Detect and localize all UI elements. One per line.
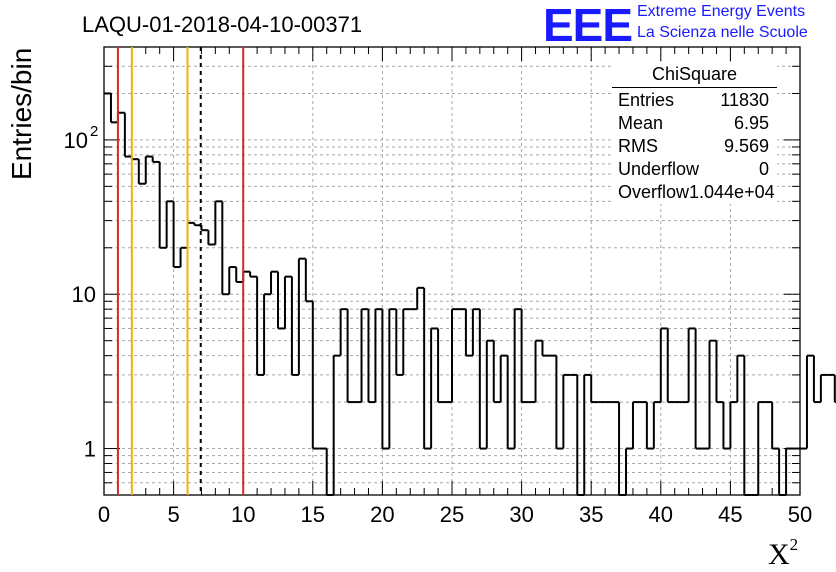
- x-tick-label: 30: [509, 502, 533, 527]
- logo-line-2: La Scienza nelle Scuole: [637, 24, 808, 41]
- stats-value: 9.569: [723, 136, 769, 156]
- stats-row-underflow: Underflow 0: [612, 158, 777, 181]
- y-tick-label: 10: [72, 282, 96, 307]
- x-tick-label: 5: [167, 502, 179, 527]
- eee-logo: EEE: [543, 0, 633, 51]
- x-tick-label: 25: [440, 502, 464, 527]
- y-tick-label: 10: [64, 128, 88, 153]
- histogram-bins: [104, 92, 836, 496]
- x-tick-label: 0: [98, 502, 110, 527]
- x-tick-label: 15: [301, 502, 325, 527]
- x-tick-label: 50: [788, 502, 812, 527]
- stats-value: 6.95: [733, 113, 769, 133]
- stats-value: 11830: [720, 90, 769, 110]
- y-axis-label: Entries/bin: [6, 47, 37, 180]
- y-tick-label: 1: [84, 437, 96, 462]
- x-tick-label: 45: [718, 502, 742, 527]
- histogram-title: LAQU-01-2018-04-10-00371: [82, 12, 363, 37]
- stats-box-title: ChiSquare: [612, 64, 777, 88]
- x-tick-label: 20: [370, 502, 394, 527]
- stats-row-overflow: Overflow 1.044e+04: [612, 181, 777, 204]
- stats-label: Mean: [618, 113, 664, 133]
- stats-row-rms: RMS 9.569: [612, 135, 777, 158]
- y-tick-exponent: 2: [90, 123, 98, 140]
- stats-row-entries: Entries 11830: [612, 89, 777, 112]
- stats-row-mean: Mean 6.95: [612, 112, 777, 135]
- stats-label: Overflow: [618, 182, 690, 202]
- x-tick-label: 35: [579, 502, 603, 527]
- stats-label: Underflow: [618, 159, 700, 179]
- stats-value: 1.044e+04: [689, 182, 775, 202]
- stats-box: ChiSquare Entries 11830 Mean 6.95 RMS 9.569…: [612, 64, 777, 204]
- x-tick-label: 40: [649, 502, 673, 527]
- stats-label: RMS: [618, 136, 658, 156]
- logo-line-1: Extreme Energy Events: [637, 3, 806, 20]
- x-axis-label: X2: [768, 535, 799, 571]
- stats-value: 0: [758, 159, 769, 179]
- x-tick-label: 10: [231, 502, 255, 527]
- stats-label: Entries: [618, 90, 675, 110]
